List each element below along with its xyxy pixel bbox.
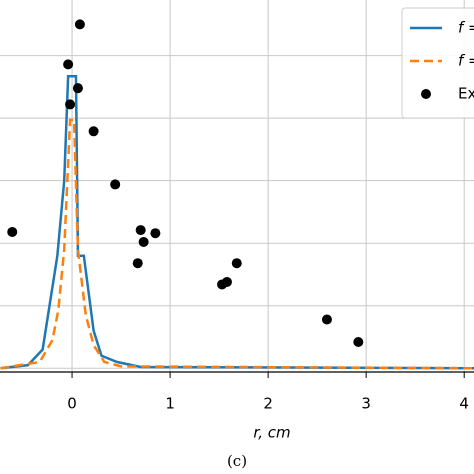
scatter-point — [132, 258, 143, 269]
x-tick-label: 2 — [263, 395, 273, 413]
scatter-point — [65, 99, 76, 110]
scatter-point — [110, 179, 121, 190]
x-tick-label: 3 — [361, 395, 371, 413]
legend-label: Ex — [458, 85, 474, 103]
scatter-point — [135, 225, 146, 236]
scatter-point — [321, 314, 332, 325]
scatter-point — [63, 59, 74, 70]
scatter-point — [88, 126, 99, 137]
legend-swatch — [421, 89, 431, 99]
x-tick-label: 1 — [165, 395, 175, 413]
scatter-point — [74, 19, 85, 30]
x-axis-label: r, cm — [253, 424, 290, 442]
line-series — [0, 118, 474, 370]
scatter-point — [353, 336, 364, 347]
x-tick-label: 0 — [67, 395, 77, 413]
scatter-point — [221, 276, 232, 287]
legend-label: f = — [458, 19, 474, 37]
x-tick-label: 4 — [459, 395, 469, 413]
scatter-point — [150, 228, 161, 239]
scatter-point — [72, 83, 83, 94]
scatter-point — [231, 258, 242, 269]
scatter-point — [7, 226, 18, 237]
legend-box — [401, 7, 474, 119]
caption: (c) — [227, 452, 247, 470]
line-series — [0, 75, 474, 370]
legend-label: f = — [458, 52, 474, 70]
scatter-point — [138, 236, 149, 247]
